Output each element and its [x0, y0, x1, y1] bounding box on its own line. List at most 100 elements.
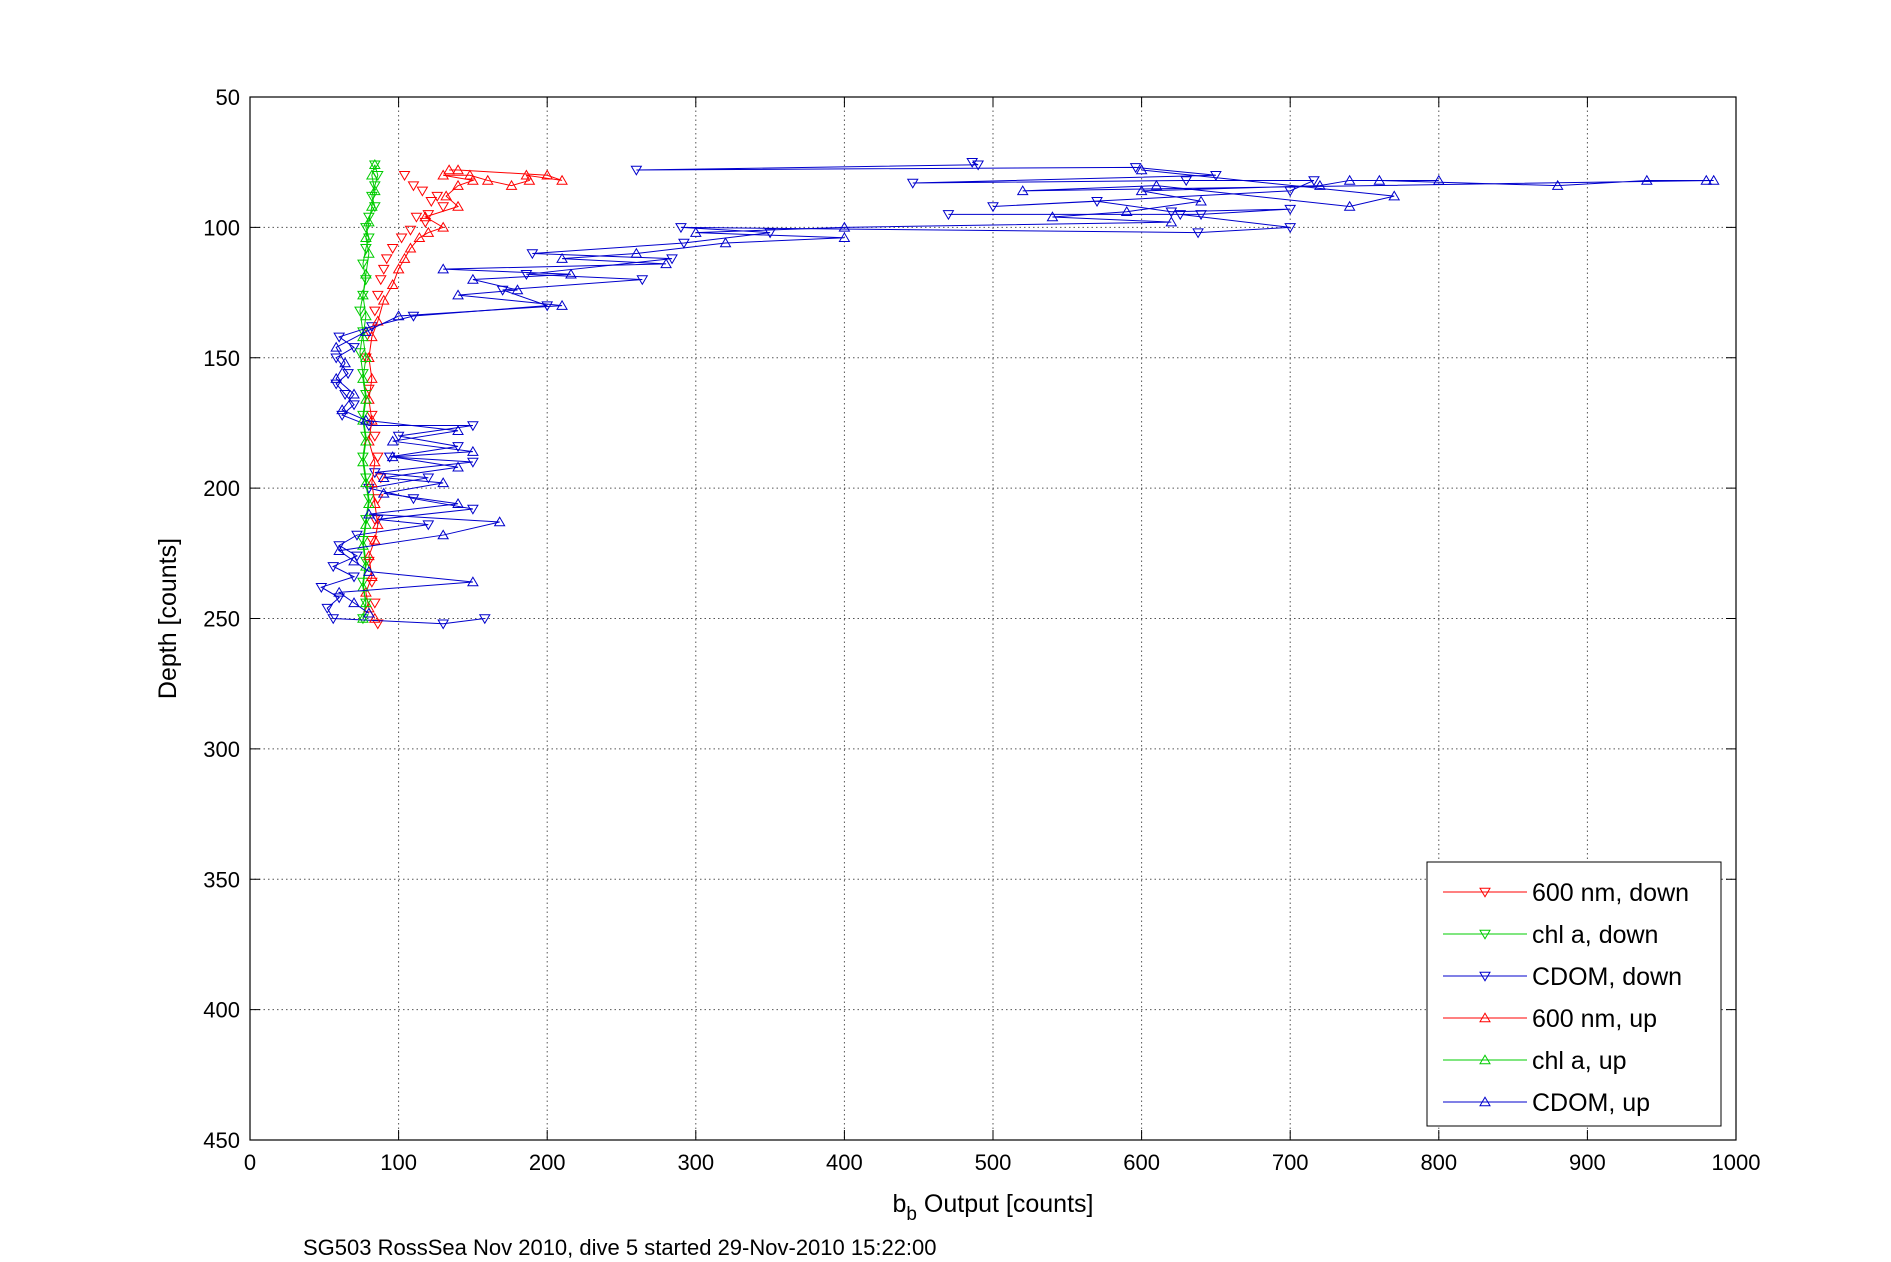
- x-axis-label: bb Output [counts]: [893, 1190, 1094, 1225]
- data-point: [719, 237, 732, 248]
- y-tick-label: 250: [203, 607, 240, 632]
- data-point: [437, 202, 450, 213]
- data-point: [365, 477, 378, 488]
- data-point: [422, 226, 435, 237]
- data-point: [437, 169, 450, 180]
- data-point: [407, 181, 420, 192]
- legend-label: CDOM, down: [1532, 963, 1682, 991]
- legend-marker: [1479, 1054, 1491, 1065]
- series-5: [357, 159, 381, 623]
- data-point: [363, 508, 375, 519]
- data-point: [368, 185, 381, 196]
- data-point: [410, 212, 423, 223]
- legend-marker: [1479, 887, 1491, 898]
- legend-marker: [1479, 1096, 1491, 1107]
- data-point: [363, 498, 375, 509]
- series-line: [362, 164, 376, 619]
- data-point: [360, 268, 372, 279]
- data-point: [392, 431, 405, 442]
- data-point: [1314, 179, 1326, 190]
- data-point: [354, 306, 366, 317]
- legend-label: CDOM, up: [1532, 1089, 1650, 1117]
- data-point: [365, 322, 378, 333]
- data-point: [493, 516, 506, 527]
- legend-label: 600 nm, down: [1532, 879, 1689, 907]
- series-3: [315, 157, 1320, 630]
- data-point: [363, 247, 375, 258]
- data-point: [357, 289, 369, 300]
- data-point: [368, 534, 381, 545]
- data-point: [377, 264, 390, 275]
- data-point: [556, 252, 568, 263]
- data-point: [360, 556, 372, 567]
- data-point: [1284, 204, 1297, 215]
- data-point: [1343, 200, 1356, 211]
- data-point: [1135, 185, 1148, 196]
- legend-item: CDOM, up: [1443, 1089, 1650, 1117]
- data-point: [360, 352, 372, 362]
- data-point: [467, 576, 479, 587]
- legend-item: CDOM, down: [1443, 963, 1682, 991]
- data-point: [1129, 163, 1142, 174]
- data-point: [431, 191, 444, 202]
- data-point: [360, 515, 372, 526]
- data-point: [339, 357, 351, 368]
- data-point: [452, 289, 464, 300]
- legend-marker: [1479, 971, 1491, 982]
- series-line: [320, 161, 1315, 625]
- data-point: [1373, 174, 1386, 185]
- data-point: [1284, 223, 1297, 234]
- data-point: [333, 332, 346, 343]
- data-point: [363, 607, 375, 618]
- data-point: [689, 226, 702, 237]
- legend-item: chl a, down: [1443, 921, 1658, 949]
- y-tick-label: 300: [203, 737, 240, 762]
- data-point: [972, 160, 985, 171]
- data-point: [1700, 174, 1713, 185]
- data-point: [678, 238, 690, 249]
- data-point: [348, 388, 360, 399]
- data-point: [467, 445, 479, 456]
- y-tick-label: 450: [203, 1128, 240, 1153]
- data-point: [365, 372, 378, 383]
- data-point: [452, 164, 464, 175]
- data-point: [336, 404, 349, 415]
- data-point: [1551, 179, 1564, 190]
- data-point: [636, 275, 649, 286]
- data-point: [363, 494, 375, 505]
- data-point: [374, 275, 387, 286]
- data-point: [336, 410, 349, 421]
- y-tick-label: 100: [203, 215, 240, 240]
- data-point: [371, 515, 384, 526]
- data-point: [437, 529, 450, 540]
- data-point: [413, 232, 426, 243]
- data-point: [1120, 205, 1133, 216]
- data-point: [1046, 211, 1059, 222]
- series-layer: [315, 157, 1720, 630]
- data-point: [365, 191, 378, 202]
- data-point: [467, 504, 479, 515]
- data-point: [386, 451, 399, 462]
- data-point: [360, 597, 372, 608]
- data-point: [348, 400, 360, 411]
- data-point: [398, 252, 411, 263]
- data-point: [360, 223, 372, 234]
- legend-item: 600 nm, up: [1443, 1005, 1657, 1033]
- data-point: [1343, 174, 1356, 185]
- data-point: [357, 539, 369, 550]
- series-6: [330, 164, 1720, 618]
- data-point: [360, 393, 372, 404]
- data-point: [365, 331, 378, 342]
- data-point: [425, 197, 438, 208]
- data-point: [1195, 210, 1207, 221]
- data-point: [357, 577, 369, 588]
- data-point: [357, 452, 369, 463]
- data-point: [360, 325, 372, 336]
- x-tick-label: 300: [677, 1150, 714, 1175]
- data-point: [321, 603, 334, 614]
- data-point: [360, 232, 372, 243]
- x-tick-label: 1000: [1712, 1150, 1761, 1175]
- data-point: [333, 544, 346, 555]
- data-point: [467, 273, 479, 284]
